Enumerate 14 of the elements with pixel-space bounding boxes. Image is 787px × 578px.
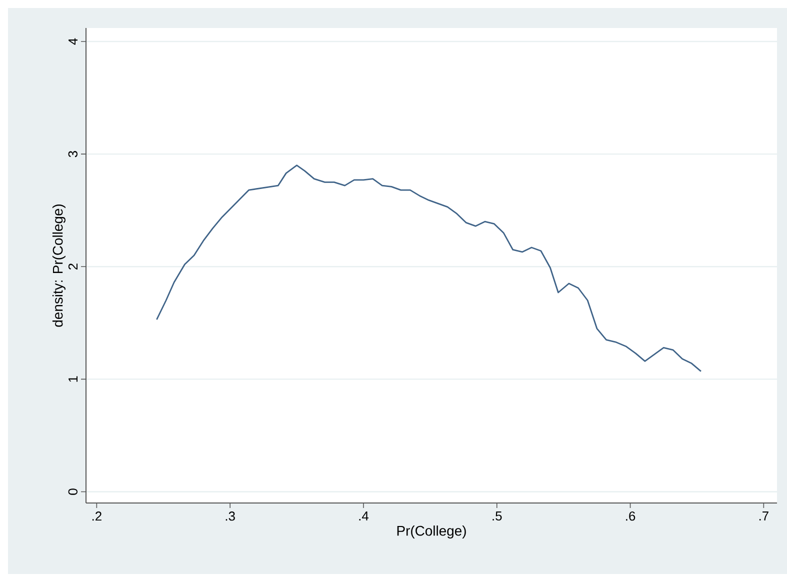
y-tick-label: 2 bbox=[68, 264, 78, 270]
y-tick-label: 4 bbox=[68, 38, 78, 45]
y-tick-label: 3 bbox=[68, 151, 78, 158]
y-tick-label: 1 bbox=[68, 376, 78, 382]
x-axis-title: Pr(College) bbox=[397, 526, 466, 539]
x-tick-label: .6 bbox=[626, 512, 636, 521]
x-tick-label: .5 bbox=[492, 512, 502, 521]
x-tick-label: .3 bbox=[226, 512, 235, 521]
x-tick-label: .4 bbox=[359, 512, 368, 520]
y-axis-title: density: Pr(College) bbox=[52, 204, 66, 327]
x-tick-label: .2 bbox=[92, 512, 102, 521]
x-tick-label: .7 bbox=[759, 512, 768, 520]
line-series bbox=[156, 164, 702, 372]
y-tick-label: 0 bbox=[68, 488, 78, 495]
